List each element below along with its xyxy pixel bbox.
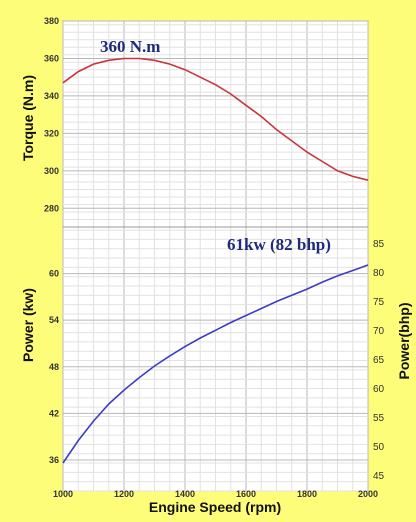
y-tick-label: 360 [44, 53, 59, 63]
x-axis-label: Engine Speed (rpm) [149, 499, 281, 515]
y-right-tick-label: 60 [373, 384, 385, 395]
y-right-tick-label: 50 [373, 442, 385, 453]
torque-curve [62, 57, 369, 181]
x-tick-label: 1200 [114, 489, 134, 499]
y-tick-label: 320 [44, 128, 59, 138]
torque-peak-annotation: 360 N.m [100, 37, 160, 56]
y-tick-label: 280 [44, 203, 59, 213]
y-right-tick-label: 80 [373, 268, 385, 279]
series-layer [62, 57, 369, 464]
y-tick-label: 380 [44, 16, 59, 26]
y-right-tick-label: 65 [373, 355, 385, 366]
x-tick-label: 2000 [358, 489, 378, 499]
y-right-tick-label: 70 [373, 326, 385, 337]
x-tick-label: 1800 [297, 489, 317, 499]
y-tick-label: 36 [49, 455, 59, 465]
x-tick-label: 1400 [175, 489, 195, 499]
y-right-tick-label: 55 [373, 413, 385, 424]
y-tick-label: 42 [49, 408, 59, 418]
y-tick-label: 340 [44, 91, 59, 101]
torque-axis-label: Torque (N.m) [20, 75, 36, 161]
y-tick-label: 300 [44, 166, 59, 176]
y-right-tick-label: 85 [373, 239, 385, 250]
power-peak-annotation: 61kw (82 bhp) [227, 235, 331, 254]
power-kw-axis-label: Power (kw) [20, 288, 36, 362]
x-tick-label: 1000 [53, 489, 73, 499]
y-tick-label: 54 [49, 315, 59, 325]
y-right-tick-label: 75 [373, 297, 385, 308]
x-tick-label: 1600 [236, 489, 256, 499]
power-curve [62, 264, 369, 464]
grid [62, 20, 369, 492]
tick-labels: 1000 1200 1400 1600 1800 2000 280 300 320 340 360 3… [44, 16, 385, 499]
y-tick-label: 60 [49, 269, 59, 279]
power-bhp-axis-label: Power(bhp) [396, 303, 412, 380]
y-right-tick-label: 45 [373, 471, 385, 482]
y-tick-label: 48 [49, 362, 59, 372]
